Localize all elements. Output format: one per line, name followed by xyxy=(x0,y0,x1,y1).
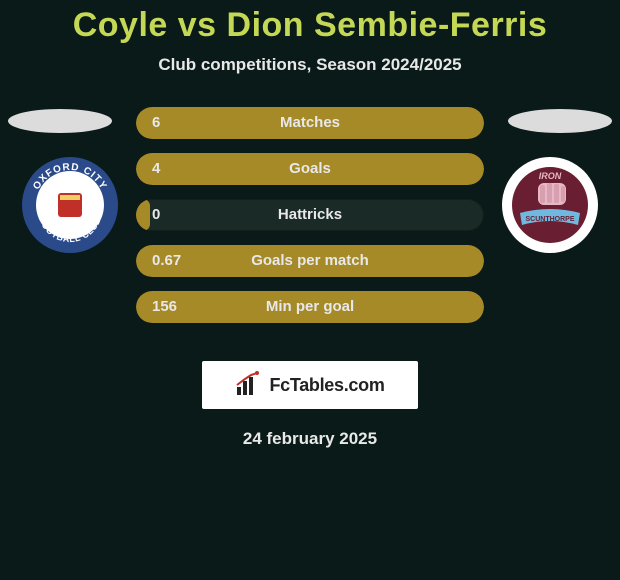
stat-row-goals: 4 Goals xyxy=(136,153,484,185)
svg-text:SCUNTHORPE: SCUNTHORPE xyxy=(525,216,574,223)
date-text: 24 february 2025 xyxy=(0,429,620,449)
page-title: Coyle vs Dion Sembie-Ferris xyxy=(0,6,620,45)
stat-row-hattricks: 0 Hattricks xyxy=(136,199,484,231)
stat-label: Goals per match xyxy=(136,245,484,277)
subtitle: Club competitions, Season 2024/2025 xyxy=(0,55,620,75)
stat-row-goals-per-match: 0.67 Goals per match xyxy=(136,245,484,277)
brand-logo-box: FcTables.com xyxy=(202,361,418,409)
brand-text: FcTables.com xyxy=(269,375,384,396)
stat-rows: 6 Matches 4 Goals 0 Hattricks 0.67 Goals… xyxy=(136,107,484,337)
scunthorpe-badge-icon: SCUNTHORPE IRON xyxy=(500,155,600,255)
player-silhouette-right xyxy=(508,109,612,133)
stat-label: Hattricks xyxy=(136,199,484,231)
oxford-city-badge-icon: OXFORD CITY FOOTBALL CLUB xyxy=(20,155,120,255)
stat-label: Min per goal xyxy=(136,291,484,323)
club-badge-left: OXFORD CITY FOOTBALL CLUB xyxy=(20,155,120,255)
stat-row-min-per-goal: 156 Min per goal xyxy=(136,291,484,323)
stat-label: Goals xyxy=(136,153,484,185)
club-badge-right: SCUNTHORPE IRON xyxy=(500,155,600,255)
stats-area: OXFORD CITY FOOTBALL CLUB SCUNTHORPE IRO… xyxy=(0,107,620,347)
stat-label: Matches xyxy=(136,107,484,139)
player-silhouette-left xyxy=(8,109,112,133)
infographic-root: Coyle vs Dion Sembie-Ferris Club competi… xyxy=(0,0,620,449)
bar-chart-icon xyxy=(235,371,263,399)
stat-row-matches: 6 Matches xyxy=(136,107,484,139)
svg-text:IRON: IRON xyxy=(539,171,562,181)
